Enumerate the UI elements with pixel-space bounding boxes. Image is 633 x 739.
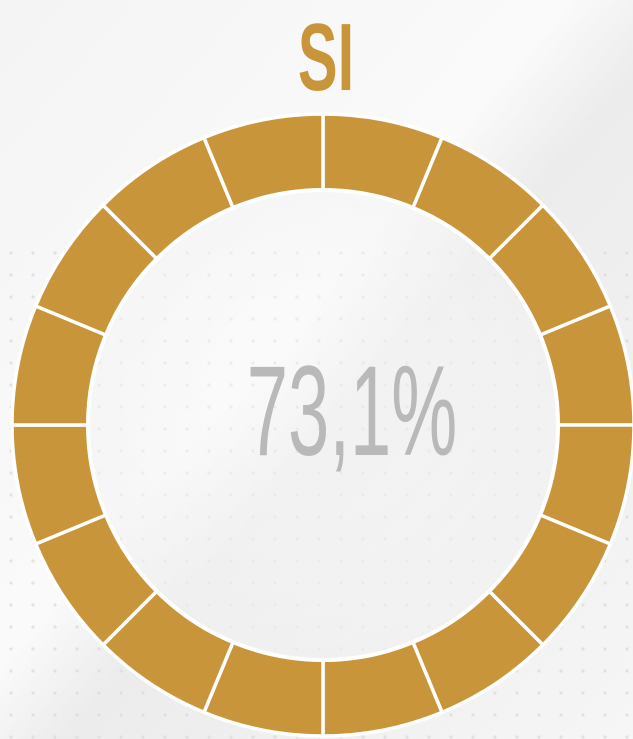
- inner-circle: [86, 188, 560, 662]
- center-label: 73,1%: [247, 340, 457, 483]
- title: SI: [298, 3, 354, 110]
